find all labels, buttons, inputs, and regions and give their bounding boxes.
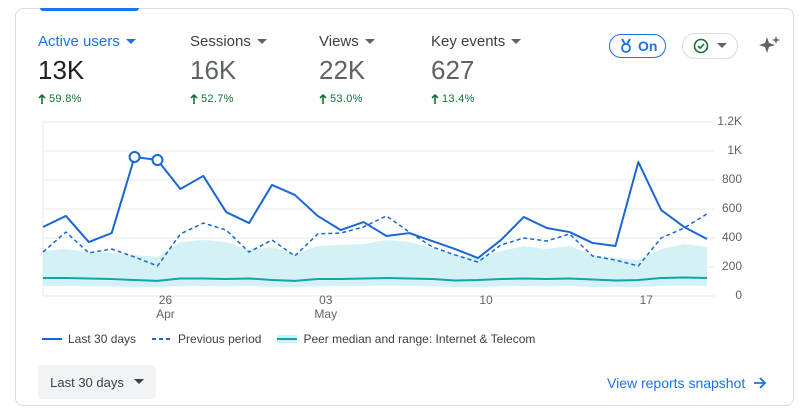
y-tick-label: 0 [735,288,742,302]
metric-label: Active users [38,33,120,50]
link-label: View reports snapshot [607,375,746,391]
up-arrow [319,94,327,104]
legend-swatch [152,338,173,340]
legend: Last 30 days Previous period Peer median a… [42,332,535,346]
caret-shape [125,38,136,44]
legend-swatch [42,338,62,340]
up-arrow-shape [190,94,198,104]
metric-value: 16K [190,55,237,85]
caret [133,379,144,384]
metric-label: Sessions [190,33,251,50]
y-tick-label: 1.2K [717,114,742,128]
metric-change: 53.0% [319,93,363,105]
caret-shape [256,38,267,44]
check-icon [693,38,709,54]
metric-value: 627 [431,55,475,85]
caret-shape [511,38,522,44]
active-tab-indicator [40,8,139,11]
series-line [43,276,708,282]
metric-change: 52.7% [190,93,234,105]
y-tick-label: 200 [721,259,742,273]
legend-item: Peer median and range: Internet & Teleco… [277,332,535,346]
legend-label: Last 30 days [68,332,137,346]
metric-label: Key events [431,33,506,50]
metric-name: Key events [431,33,522,50]
metric-name: Active users [38,33,136,50]
reports-link[interactable]: View reports snapshot [607,375,767,391]
metric-change: 59.8% [38,93,82,105]
metric-change-value: 52.7% [201,93,234,105]
metric-change-value: 59.8% [49,93,82,105]
range-band [43,240,707,288]
arrow-icon [754,377,767,389]
x-tick-label: 26 Apr [156,293,175,321]
x-tick-label: 17 [639,293,653,307]
metric-value: 13K [38,55,85,85]
x-tick-label: 03 May [314,293,338,321]
legend-label: Peer median and range: Internet & Teleco… [303,332,536,346]
metric-value: 22K [319,55,366,85]
up-arrow-shape [319,94,327,104]
status-dropdown[interactable] [682,33,738,59]
y-tick-label: 600 [721,201,742,215]
anomaly-marker [151,153,164,166]
insights-icon[interactable] [758,34,782,58]
up-arrow [431,94,439,104]
legend-label: Previous period [178,332,262,346]
date-range-button[interactable]: Last 30 days [38,365,156,399]
date-range-label: Last 30 days [50,374,124,390]
caret[interactable] [364,38,375,45]
legend-swatch [277,335,298,343]
medal-icon [621,38,631,53]
caret [717,43,727,48]
y-tick-label: 800 [721,172,742,186]
card [15,8,794,406]
up-arrow-shape [431,94,439,104]
up-arrow [190,94,198,104]
caret[interactable] [125,38,136,45]
metric-label: Views [319,33,359,50]
metric-name: Views [319,33,375,50]
metric-change-value: 53.0% [330,93,363,105]
legend-item: Last 30 days [42,332,136,346]
chart [42,121,715,297]
anomaly-marker [128,150,141,163]
caret-shape [364,38,375,44]
y-tick-label: 1K [727,143,742,157]
metric-change-value: 13.4% [442,93,475,105]
x-tick-label: 10 [479,293,493,307]
series-line [42,213,708,267]
up-arrow [38,94,46,104]
legend-item: Previous period [152,332,261,346]
metric-change: 13.4% [431,93,475,105]
caret[interactable] [256,38,267,45]
metric-name: Sessions [190,33,267,50]
toggle-label: On [638,38,658,54]
up-arrow-shape [38,94,46,104]
caret[interactable] [511,38,522,45]
y-tick-label: 400 [721,230,742,244]
benchmark-toggle[interactable]: On [609,34,667,58]
